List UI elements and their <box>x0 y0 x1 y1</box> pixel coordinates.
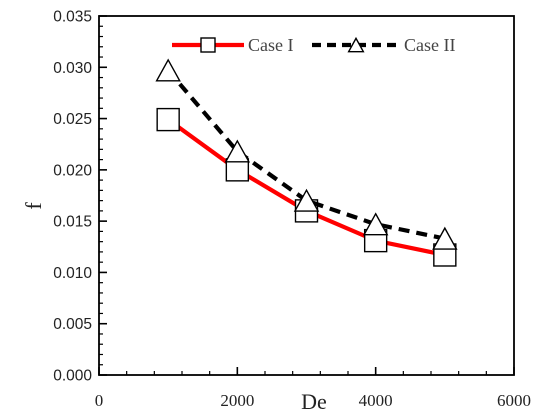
x-tick-label: 0 <box>95 391 104 410</box>
data-point-case-ii <box>362 212 389 236</box>
legend-marker-case-i <box>200 37 216 53</box>
legend-label-case-i: Case I <box>248 35 293 55</box>
y-tick-label: 0.035 <box>53 9 92 26</box>
legend-item-case-ii: Case II <box>312 35 455 55</box>
data-point-case-i <box>156 107 180 132</box>
data-point-case-ii <box>293 188 320 212</box>
y-tick-label: 0.025 <box>53 111 92 128</box>
y-tick-label: 0.010 <box>53 265 92 282</box>
series-line-case-i <box>166 117 447 258</box>
data-point-case-ii <box>224 139 251 163</box>
y-tick-label: 0.005 <box>53 316 92 333</box>
y-axis-title: f <box>21 202 46 210</box>
plot-series <box>155 58 458 267</box>
x-tick-label: 2000 <box>220 391 254 410</box>
y-tick-label: 0.030 <box>53 60 92 77</box>
series-case-ii <box>155 58 458 250</box>
legend-item-case-i: Case I <box>172 35 293 55</box>
x-tick-label: 6000 <box>497 391 531 410</box>
y-tick-label: 0.015 <box>53 214 92 231</box>
series-case-i <box>156 107 457 267</box>
legend-marker-case-ii <box>347 36 365 53</box>
data-point-case-ii <box>432 226 458 250</box>
series-line-case-ii <box>166 68 446 241</box>
plot-frame <box>98 15 515 376</box>
data-point-case-ii <box>155 58 181 82</box>
y-tick-label: 0.000 <box>53 368 92 385</box>
x-tick-label: 4000 <box>359 391 393 410</box>
legend: Case I Case II <box>172 35 455 55</box>
y-tick-label: 0.020 <box>53 162 92 179</box>
x-axis-title: De <box>301 389 327 414</box>
axes: 0.000 0.005 0.010 0.015 0.020 0.025 0.030 0.035… <box>53 9 531 411</box>
legend-label-case-ii: Case II <box>404 35 455 55</box>
